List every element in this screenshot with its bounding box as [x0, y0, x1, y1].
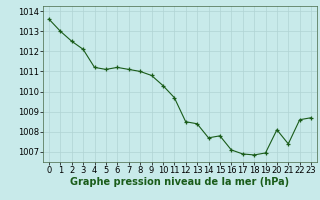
X-axis label: Graphe pression niveau de la mer (hPa): Graphe pression niveau de la mer (hPa) [70, 177, 290, 187]
